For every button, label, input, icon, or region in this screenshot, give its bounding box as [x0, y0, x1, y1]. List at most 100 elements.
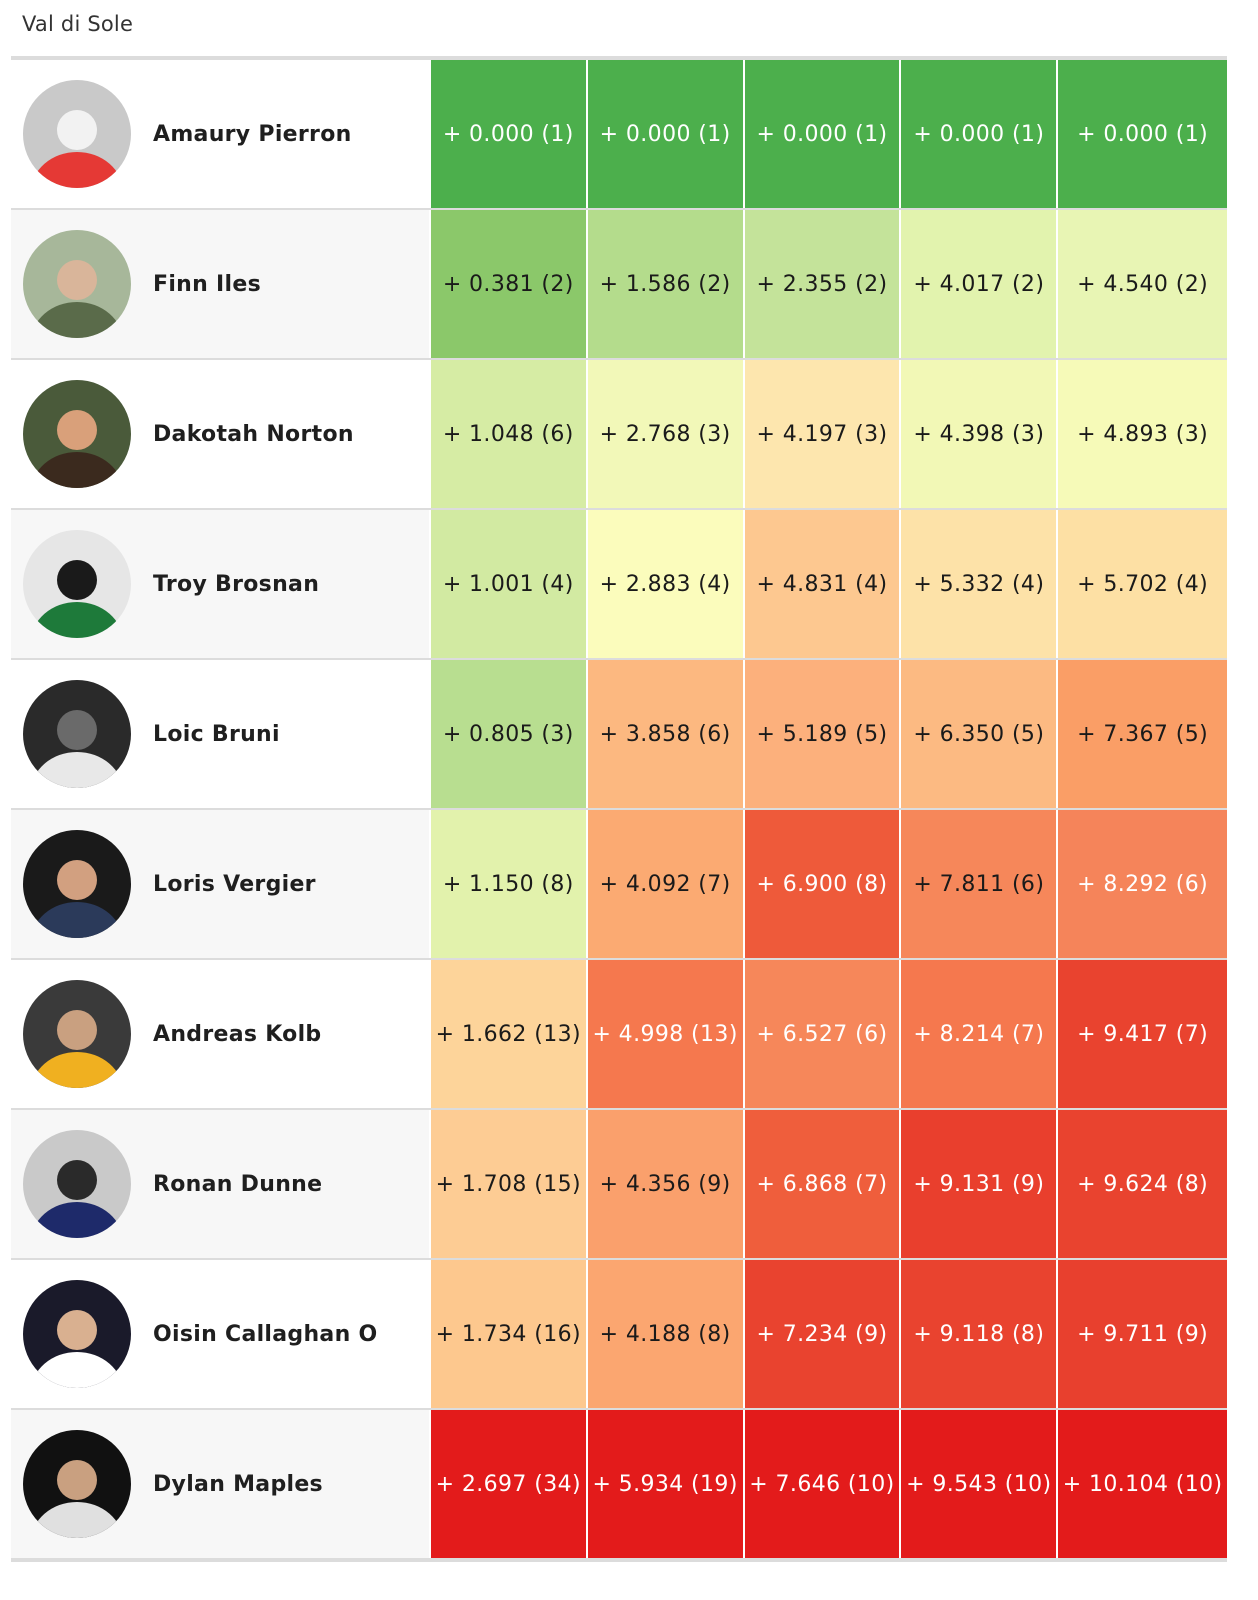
rider-cell: Ronan Dunne: [11, 1110, 429, 1258]
split-time-cell: + 5.332 (4): [901, 510, 1057, 658]
rider-cell: Loic Bruni: [11, 660, 429, 808]
split-time-cell: + 9.543 (10): [901, 1410, 1057, 1558]
split-time-cell: + 6.350 (5): [901, 660, 1057, 808]
split-time-cell: + 0.381 (2): [430, 210, 586, 358]
rider-cell: Troy Brosnan: [11, 510, 429, 658]
split-time-cell: + 4.998 (13): [587, 960, 743, 1108]
split-time-cell: + 5.189 (5): [744, 660, 900, 808]
split-time-cell: + 9.624 (8): [1058, 1110, 1227, 1258]
table-row: Dylan Maples + 2.697 (34) + 5.934 (19) + 7.…: [11, 1410, 1227, 1558]
rider-cell: Dakotah Norton: [11, 360, 429, 508]
table-row: Finn Iles + 0.381 (2) + 1.586 (2) + 2.355 (…: [11, 210, 1227, 360]
split-time-cell: + 0.805 (3): [430, 660, 586, 808]
rider-photo-avatar-icon: [23, 80, 131, 188]
rider-photo-avatar-icon: [23, 830, 131, 938]
rider-avatar: [23, 230, 131, 338]
rider-cell: Finn Iles: [11, 210, 429, 358]
split-time-cell: + 0.000 (1): [1058, 60, 1227, 208]
page-title: Val di Sole: [22, 12, 134, 36]
split-time-cell: + 9.711 (9): [1058, 1260, 1227, 1408]
rider-name: Oisin Callaghan O: [153, 1321, 378, 1347]
split-time-cell: + 4.893 (3): [1058, 360, 1227, 508]
split-time-cell: + 1.708 (15): [430, 1110, 586, 1258]
split-time-cell: + 1.662 (13): [430, 960, 586, 1108]
split-time-cell: + 3.858 (6): [587, 660, 743, 808]
split-time-cell: + 6.900 (8): [744, 810, 900, 958]
split-time-cell: + 2.355 (2): [744, 210, 900, 358]
rider-name: Dylan Maples: [153, 1471, 323, 1497]
split-time-cell: + 2.697 (34): [430, 1410, 586, 1558]
split-times-table: Amaury Pierron + 0.000 (1) + 0.000 (1) + 0.…: [11, 56, 1227, 1562]
rider-name: Dakotah Norton: [153, 421, 354, 447]
split-time-cell: + 4.356 (9): [587, 1110, 743, 1258]
split-time-cell: + 4.831 (4): [744, 510, 900, 658]
rider-avatar: [23, 1430, 131, 1538]
split-time-cell: + 4.092 (7): [587, 810, 743, 958]
split-time-cell: + 9.118 (8): [901, 1260, 1057, 1408]
split-time-cell: + 7.646 (10): [744, 1410, 900, 1558]
rider-avatar: [23, 530, 131, 638]
rider-photo-avatar-icon: [23, 680, 131, 788]
rider-name: Finn Iles: [153, 271, 261, 297]
rider-avatar: [23, 680, 131, 788]
rider-avatar: [23, 80, 131, 188]
split-time-cell: + 4.398 (3): [901, 360, 1057, 508]
rider-avatar: [23, 980, 131, 1088]
split-time-cell: + 2.883 (4): [587, 510, 743, 658]
rider-name: Amaury Pierron: [153, 121, 352, 147]
split-time-cell: + 1.586 (2): [587, 210, 743, 358]
split-time-cell: + 9.417 (7): [1058, 960, 1227, 1108]
split-time-cell: + 7.811 (6): [901, 810, 1057, 958]
rider-cell: Loris Vergier: [11, 810, 429, 958]
split-time-cell: + 1.001 (4): [430, 510, 586, 658]
table-row: Troy Brosnan + 1.001 (4) + 2.883 (4) + 4.83…: [11, 510, 1227, 660]
split-time-cell: + 1.150 (8): [430, 810, 586, 958]
rider-photo-avatar-icon: [23, 1130, 131, 1238]
table-row: Dakotah Norton + 1.048 (6) + 2.768 (3) + 4.…: [11, 360, 1227, 510]
split-time-cell: + 0.000 (1): [901, 60, 1057, 208]
split-time-cell: + 0.000 (1): [744, 60, 900, 208]
split-time-cell: + 4.197 (3): [744, 360, 900, 508]
table-row: Loris Vergier + 1.150 (8) + 4.092 (7) + 6.9…: [11, 810, 1227, 960]
split-time-cell: + 8.214 (7): [901, 960, 1057, 1108]
rider-avatar: [23, 380, 131, 488]
split-time-cell: + 10.104 (10): [1058, 1410, 1227, 1558]
table-row: Andreas Kolb + 1.662 (13) + 4.998 (13) + 6.…: [11, 960, 1227, 1110]
rider-cell: Amaury Pierron: [11, 60, 429, 208]
split-time-cell: + 5.934 (19): [587, 1410, 743, 1558]
split-time-cell: + 0.000 (1): [430, 60, 586, 208]
table-row: Oisin Callaghan O + 1.734 (16) + 4.188 (8)…: [11, 1260, 1227, 1410]
split-time-cell: + 5.702 (4): [1058, 510, 1227, 658]
rider-photo-avatar-icon: [23, 1280, 131, 1388]
split-time-cell: + 6.868 (7): [744, 1110, 900, 1258]
table-row: Amaury Pierron + 0.000 (1) + 0.000 (1) + 0.…: [11, 60, 1227, 210]
rider-photo-avatar-icon: [23, 530, 131, 638]
split-time-cell: + 7.234 (9): [744, 1260, 900, 1408]
split-time-cell: + 8.292 (6): [1058, 810, 1227, 958]
rider-photo-avatar-icon: [23, 1430, 131, 1538]
rider-name: Troy Brosnan: [153, 571, 320, 597]
split-time-cell: + 4.017 (2): [901, 210, 1057, 358]
split-time-cell: + 1.734 (16): [430, 1260, 586, 1408]
rider-avatar: [23, 1130, 131, 1238]
rider-name: Loic Bruni: [153, 721, 280, 747]
split-time-cell: + 9.131 (9): [901, 1110, 1057, 1258]
rider-photo-avatar-icon: [23, 230, 131, 338]
split-time-cell: + 7.367 (5): [1058, 660, 1227, 808]
split-time-cell: + 4.540 (2): [1058, 210, 1227, 358]
split-time-cell: + 2.768 (3): [587, 360, 743, 508]
split-time-cell: + 1.048 (6): [430, 360, 586, 508]
rider-cell: Andreas Kolb: [11, 960, 429, 1108]
rider-cell: Dylan Maples: [11, 1410, 429, 1558]
table-row: Ronan Dunne + 1.708 (15) + 4.356 (9) + 6.86…: [11, 1110, 1227, 1260]
rider-name: Ronan Dunne: [153, 1171, 323, 1197]
split-time-cell: + 0.000 (1): [587, 60, 743, 208]
rider-name: Loris Vergier: [153, 871, 316, 897]
rider-name: Andreas Kolb: [153, 1021, 322, 1047]
split-time-cell: + 6.527 (6): [744, 960, 900, 1108]
split-time-cell: + 4.188 (8): [587, 1260, 743, 1408]
rider-photo-avatar-icon: [23, 980, 131, 1088]
rider-cell: Oisin Callaghan O: [11, 1260, 429, 1408]
table-row: Loic Bruni + 0.805 (3) + 3.858 (6) + 5.189 …: [11, 660, 1227, 810]
rider-photo-avatar-icon: [23, 380, 131, 488]
